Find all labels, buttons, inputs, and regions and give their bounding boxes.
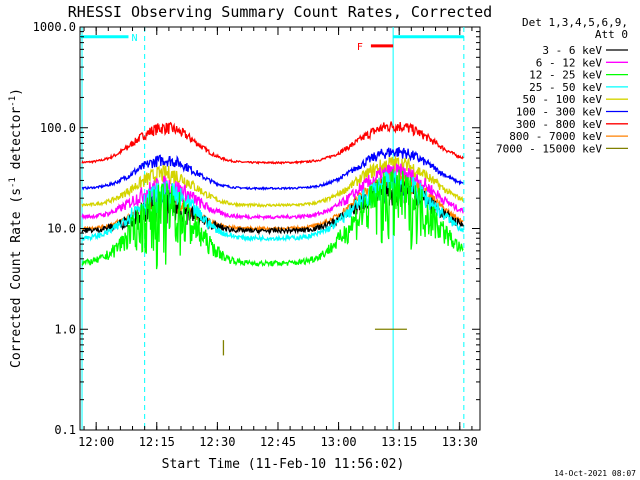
legend-entry-label: 300 - 800 keV (516, 118, 602, 131)
series-line (81, 147, 464, 191)
x-tick-label: 12:00 (78, 435, 114, 449)
legend-entry-label: 100 - 300 keV (516, 106, 602, 119)
x-axis-label: Start Time (11-Feb-10 11:56:02) (162, 457, 405, 472)
legend-entry-label: 3 - 6 keV (542, 44, 602, 57)
y-axis-label: Corrected Count Rate (s-1 detector-1) (8, 88, 24, 368)
x-axis: 12:00 12:15 12:30 12:45 13:00 13:15 13:30 (78, 27, 478, 449)
x-tick-label: 13:15 (381, 435, 417, 449)
series-line (81, 121, 464, 165)
x-tick-label: 13:30 (442, 435, 478, 449)
y-tick-label: 10.0 (47, 222, 76, 236)
legend-entry-label: 800 - 7000 keV (509, 130, 602, 143)
y-axis-label-sup1: -1 (8, 177, 18, 188)
y-axis: 1000.0 100.0 10.0 1.0 0.1 (33, 20, 480, 437)
flag-label: N (131, 33, 137, 44)
x-tick-label: 13:00 (321, 435, 357, 449)
legend-entry-label: 50 - 100 keV (523, 93, 603, 106)
legend-entry-label: 25 - 50 keV (529, 81, 602, 94)
y-tick-label: 1.0 (54, 322, 76, 336)
x-tick-label: 12:15 (139, 435, 175, 449)
x-tick-label: 12:45 (260, 435, 296, 449)
series-line (81, 163, 464, 221)
x-tick-label: 12:30 (199, 435, 235, 449)
y-axis-label-sup2: -1 (8, 96, 18, 107)
series-lines (81, 121, 464, 356)
legend-header-1: Det 1,3,4,5,6,9, (522, 16, 628, 29)
flag-label: F (357, 42, 363, 53)
y-tick-label: 0.1 (54, 423, 76, 437)
series-line (81, 169, 464, 270)
footer-timestamp: 14-Oct-2021 08:07 (554, 469, 636, 478)
legend-entry-label: 7000 - 15000 keV (496, 142, 602, 155)
y-axis-label-main: Corrected Count Rate (s (9, 188, 24, 368)
legend-header-2: Att 0 (595, 28, 628, 41)
y-axis-label-mid: detector (9, 107, 24, 178)
y-axis-label-end: ) (9, 88, 24, 96)
y-tick-label: 100.0 (40, 121, 76, 135)
chart-title: RHESSI Observing Summary Count Rates, Co… (68, 3, 492, 21)
legend-entry-label: 12 - 25 keV (529, 69, 602, 82)
legend-entry-label: 6 - 12 keV (536, 56, 603, 69)
y-tick-label: 1000.0 (33, 20, 76, 34)
flag-segments: NF (80, 33, 464, 53)
